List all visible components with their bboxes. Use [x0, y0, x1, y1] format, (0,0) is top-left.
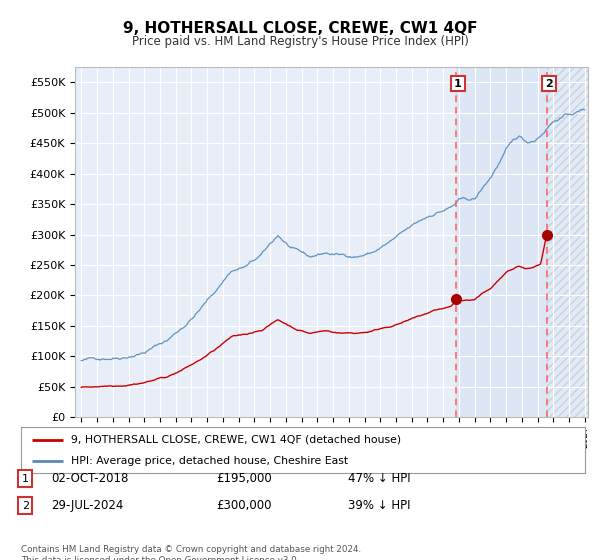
Text: £300,000: £300,000	[216, 499, 271, 512]
Text: 2: 2	[22, 501, 29, 511]
Text: 9, HOTHERSALL CLOSE, CREWE, CW1 4QF: 9, HOTHERSALL CLOSE, CREWE, CW1 4QF	[123, 21, 477, 36]
Text: 1: 1	[454, 78, 462, 88]
Text: 2: 2	[545, 78, 553, 88]
Text: 47% ↓ HPI: 47% ↓ HPI	[348, 472, 410, 486]
Text: 1: 1	[22, 474, 29, 484]
Text: HPI: Average price, detached house, Cheshire East: HPI: Average price, detached house, Ches…	[71, 456, 348, 466]
Text: 02-OCT-2018: 02-OCT-2018	[51, 472, 128, 486]
Bar	[547, 67, 588, 417]
Bar	[547, 67, 588, 417]
Text: 9, HOTHERSALL CLOSE, CREWE, CW1 4QF (detached house): 9, HOTHERSALL CLOSE, CREWE, CW1 4QF (det…	[71, 435, 401, 445]
Text: Contains HM Land Registry data © Crown copyright and database right 2024.
This d: Contains HM Land Registry data © Crown c…	[21, 545, 361, 560]
Text: 29-JUL-2024: 29-JUL-2024	[51, 499, 124, 512]
Text: 39% ↓ HPI: 39% ↓ HPI	[348, 499, 410, 512]
Text: £195,000: £195,000	[216, 472, 272, 486]
Text: Price paid vs. HM Land Registry's House Price Index (HPI): Price paid vs. HM Land Registry's House …	[131, 35, 469, 48]
Bar	[455, 67, 547, 417]
